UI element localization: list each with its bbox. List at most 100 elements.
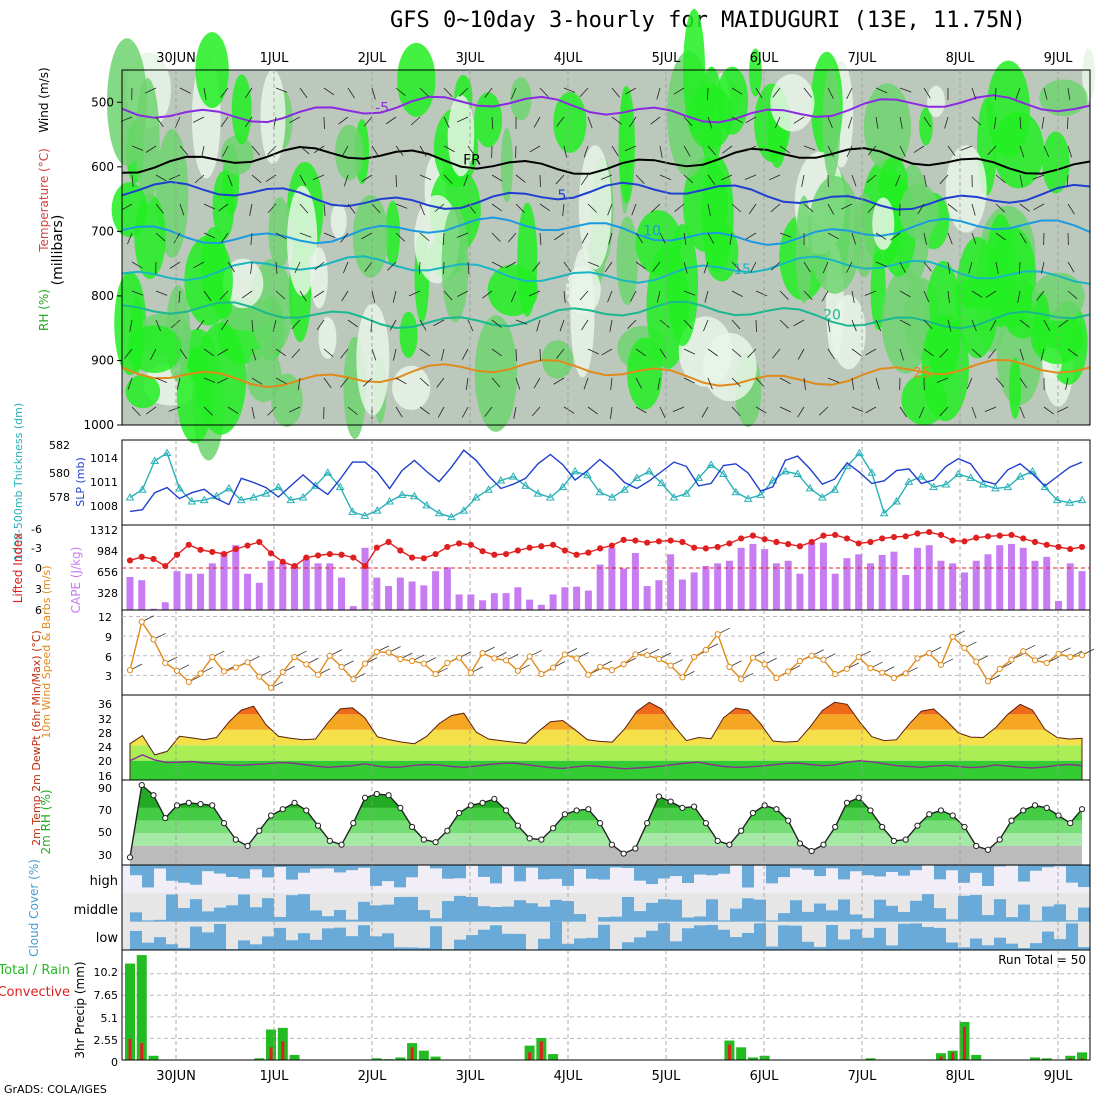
thickness-slp-panel: 582 580 578 1014 1011 1008 1000-500mb Thicknes… — [12, 403, 1091, 561]
rh-point — [338, 841, 345, 848]
lifted-index-line — [129, 531, 1083, 568]
cloud-cell — [370, 865, 382, 886]
wind-barb — [995, 174, 1006, 183]
temp-band — [130, 702, 1082, 715]
thickness-point — [595, 487, 605, 496]
cloud-cell — [754, 899, 766, 922]
wind-barb — [531, 406, 541, 417]
wind-barb — [371, 290, 376, 303]
wind-barb — [1043, 87, 1048, 100]
wind-barb — [1043, 145, 1050, 158]
wind-barb — [227, 406, 239, 414]
wind-speed-point — [679, 674, 686, 681]
lifted-index-point — [1067, 545, 1074, 553]
wind-barb — [179, 87, 191, 94]
cloud-cell — [298, 865, 310, 873]
wind-speed-point — [291, 653, 298, 661]
rh-blob — [447, 94, 475, 177]
wind-barb — [370, 319, 373, 332]
rh-line — [129, 783, 1083, 858]
lifted-index-point — [1043, 541, 1050, 548]
thickness-point — [719, 469, 728, 477]
wind-barb — [221, 319, 229, 331]
wind-barb — [144, 87, 157, 94]
precip-convective-bar — [128, 1038, 132, 1060]
wind-barb — [755, 406, 767, 414]
wind-barb — [720, 174, 733, 181]
lifted-index-point — [796, 543, 804, 550]
precip-convective-bar — [1068, 1058, 1072, 1060]
cloud-cell — [298, 894, 310, 922]
thickness-point — [570, 466, 580, 475]
wind-barb — [556, 348, 565, 359]
wind-barb — [316, 319, 325, 331]
wind-speed-point — [785, 668, 792, 675]
temp-tick: 32 — [98, 713, 112, 726]
wind-barb — [484, 406, 493, 417]
cloud-cell — [538, 938, 550, 950]
wind-barb — [419, 174, 432, 181]
cloud-cell — [454, 895, 466, 922]
thickness-point — [471, 493, 481, 501]
wind-speed-point — [479, 650, 486, 657]
lifted-index-point — [914, 530, 921, 537]
wind-barb — [731, 290, 743, 297]
cape-bar — [749, 543, 757, 610]
cloud-cell — [886, 865, 898, 873]
thickness-point — [187, 496, 197, 505]
rh-blob — [667, 223, 699, 347]
wind-barb — [607, 203, 613, 216]
wind-barb — [395, 232, 405, 242]
thickness-point — [1052, 495, 1062, 504]
lifted-index-point — [679, 538, 686, 546]
rh-blob — [517, 202, 538, 317]
wind-speed-point — [173, 667, 181, 674]
wind-barb — [875, 377, 880, 390]
rh-blob — [130, 296, 144, 374]
rh-point — [726, 841, 733, 848]
cloud-cell — [1030, 943, 1042, 950]
wind-barb — [827, 87, 834, 99]
wind-barb — [127, 377, 133, 390]
li-tick: -6 — [31, 523, 42, 536]
cloud-cell — [346, 936, 358, 950]
thickness-tick: 582 — [49, 439, 70, 452]
wind-barb — [939, 348, 949, 358]
wind-barb — [1067, 261, 1075, 273]
wind-barb — [1017, 290, 1021, 303]
wind-barb — [635, 174, 645, 184]
wind-barb — [203, 348, 215, 357]
wind-barb — [515, 348, 517, 362]
wind-barb — [121, 203, 133, 211]
wind-barb — [793, 116, 805, 124]
cloud-cell — [310, 910, 322, 922]
wind-barb — [971, 232, 977, 245]
wind-barb — [220, 87, 229, 98]
rh-blob — [919, 107, 933, 146]
cloud-cell — [730, 937, 742, 950]
wind-speed-point — [832, 670, 839, 678]
thickness-point — [669, 493, 679, 501]
wind-barb — [395, 406, 403, 418]
cloud-cell — [1078, 865, 1090, 888]
wind-barb — [659, 232, 666, 244]
temp-band — [130, 714, 1082, 730]
wind-barb — [299, 290, 307, 302]
cape-bar — [808, 542, 816, 610]
rh-point — [561, 811, 568, 818]
lifted-index-point — [526, 544, 533, 551]
cloud-cell — [850, 929, 862, 950]
wind-barb — [995, 261, 999, 274]
cloud-cell — [274, 916, 286, 922]
thickness-point — [372, 506, 382, 514]
wind-barb — [1032, 174, 1045, 180]
wind-speed-point — [126, 667, 134, 674]
wind-speed-point — [1078, 652, 1086, 659]
cape-bar — [138, 580, 146, 610]
rh-point — [538, 836, 545, 843]
wind-barb — [203, 203, 216, 210]
wind-barb — [971, 290, 983, 298]
precip-tick: 7.65 — [94, 989, 119, 1002]
y-axis-label: (millibars) — [50, 215, 66, 286]
wind-barb — [631, 203, 637, 216]
